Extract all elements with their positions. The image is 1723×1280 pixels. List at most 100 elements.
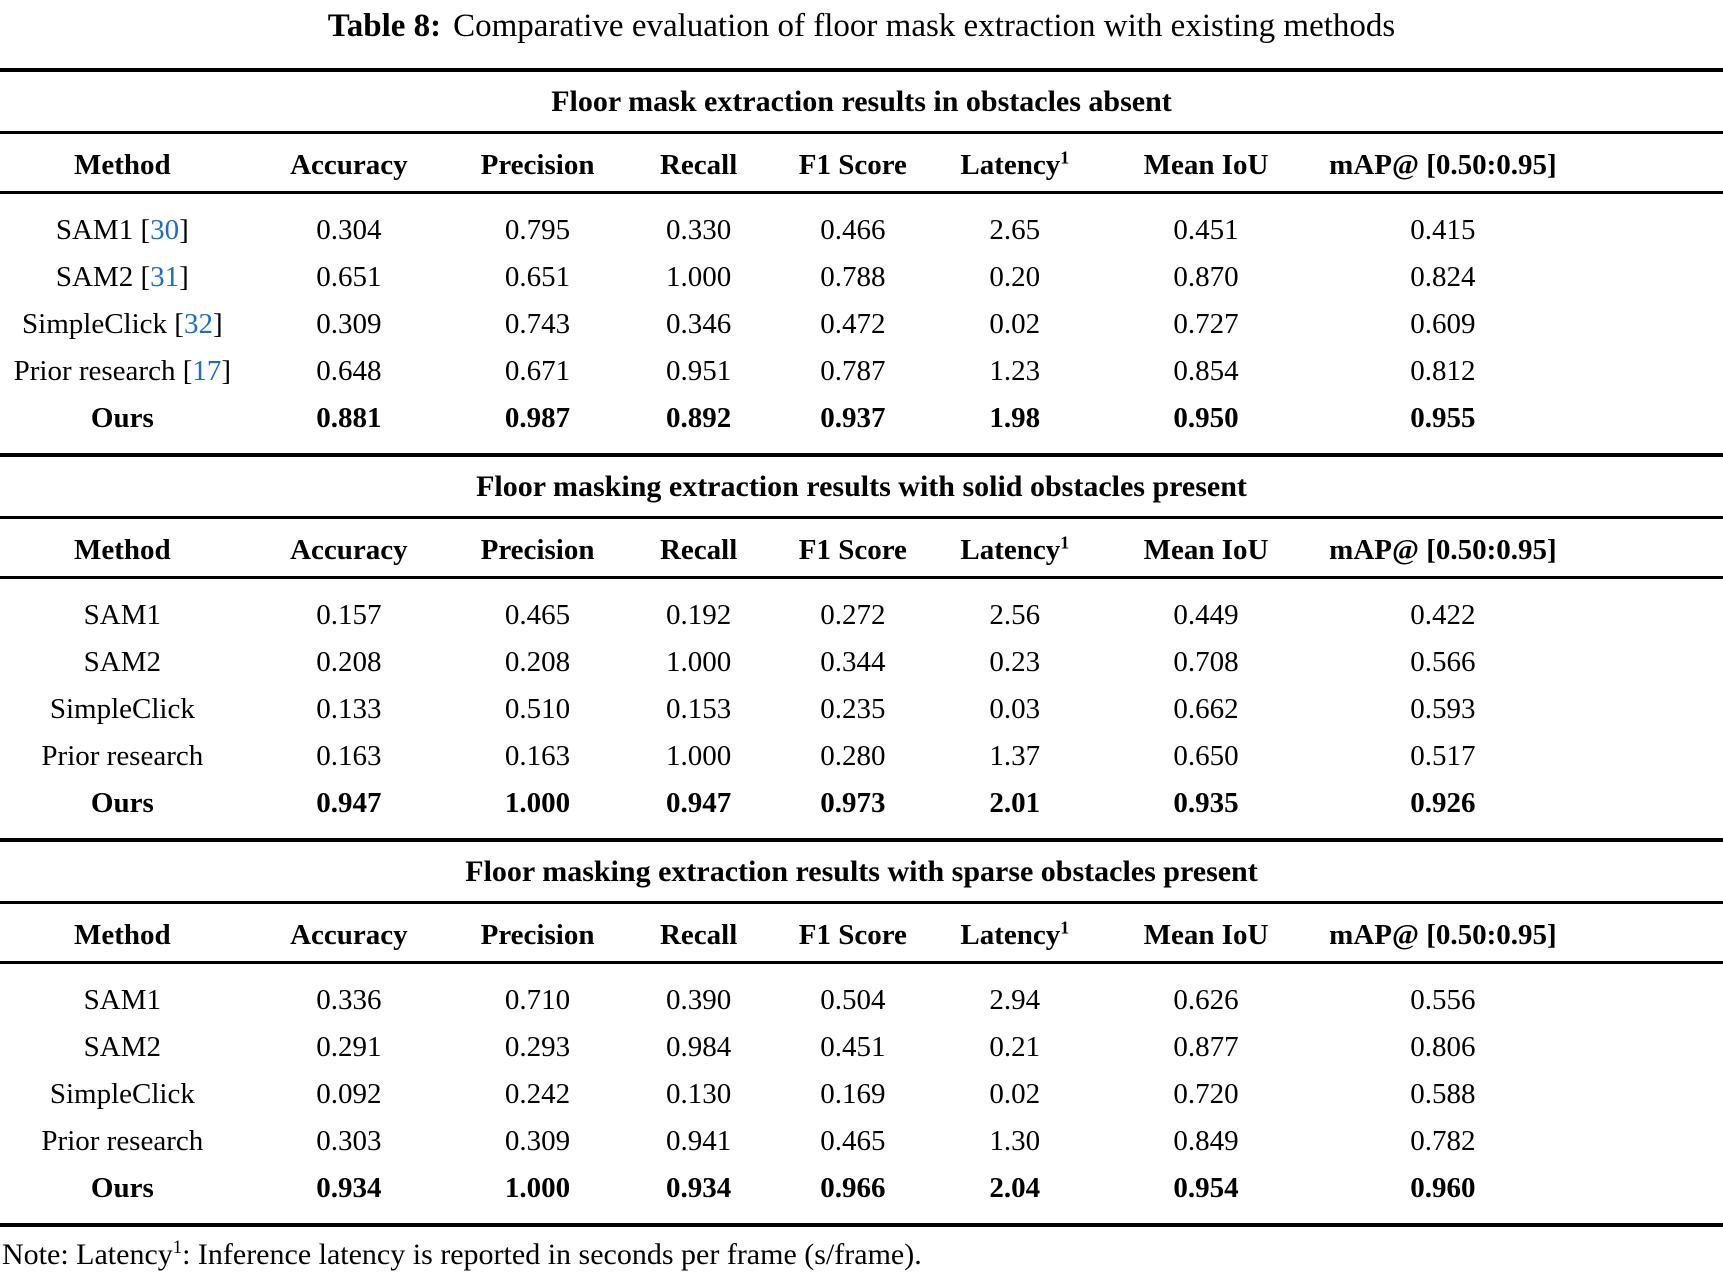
value-cell: 0.934	[666, 1172, 732, 1204]
value-cell: 0.346	[666, 308, 732, 340]
value-cell: 2.94	[989, 984, 1041, 1016]
header-row: Method Accuracy Precision Recall F1 Score Lat…	[0, 134, 1723, 194]
value-cell: 2.65	[989, 214, 1041, 246]
value-cell: 0.609	[1410, 308, 1476, 340]
value-cell: 0.309	[504, 1125, 571, 1157]
column-header-f1-score: F1 Score	[775, 134, 931, 194]
method-cell: SAM2	[0, 639, 245, 686]
header-row: Method Accuracy Precision Recall F1 Score Lat…	[0, 519, 1723, 579]
value-cell: 0.153	[666, 693, 732, 725]
method-name: SAM1	[83, 599, 161, 631]
footnote-text-rest: : Inference latency is reported in secon…	[182, 1238, 922, 1271]
table-row: SimpleClick [32] 0.309 0.743 0.346 0.472 0.02…	[0, 301, 1723, 348]
column-header-accuracy: Accuracy	[244, 904, 454, 964]
column-header-f1-score: F1 Score	[775, 904, 931, 964]
value-cell: 0.588	[1410, 1078, 1476, 1110]
column-header-map-0-50-0-95: mAP@ [0.50:0.95]	[1312, 134, 1723, 194]
value-cell: 0.208	[504, 646, 571, 678]
method-name: SimpleClick	[49, 693, 195, 725]
method-cell: Ours	[0, 780, 245, 838]
method-name: SimpleClick	[22, 308, 168, 340]
value-cell: 0.504	[820, 984, 886, 1016]
table-row-ours: Ours 0.881 0.987 0.892 0.937 1.98 0.950 0.955	[0, 395, 1723, 453]
value-cell: 0.272	[820, 599, 886, 631]
value-cell: 0.169	[820, 1078, 886, 1110]
column-header-map-0-50-0-95: mAP@ [0.50:0.95]	[1312, 904, 1723, 964]
citation-link[interactable]: 30	[150, 214, 180, 246]
table-row-ours: Ours 0.934 1.000 0.934 0.966 2.04 0.954 0.960	[0, 1165, 1723, 1223]
table-caption-text: Comparative evaluation of floor mask ext…	[453, 8, 1396, 44]
value-cell: 0.966	[820, 1172, 886, 1204]
value-cell: 0.788	[820, 261, 886, 293]
value-cell: 0.556	[1410, 984, 1476, 1016]
column-header-mean-iou: Mean IoU	[1099, 134, 1313, 194]
method-cell: SAM2	[0, 1024, 245, 1071]
citation-bracket-open: [	[140, 214, 151, 246]
value-cell: 1.000	[504, 1172, 571, 1204]
table-row: SimpleClick 0.092 0.242 0.130 0.169 0.02 0.720…	[0, 1071, 1723, 1118]
value-cell: 0.163	[316, 740, 382, 772]
value-cell: 0.955	[1410, 402, 1476, 434]
method-name: Ours	[90, 787, 154, 819]
column-header-label: Recall	[659, 919, 738, 951]
value-cell: 0.472	[820, 308, 886, 340]
value-cell: 0.242	[504, 1078, 571, 1110]
value-cell: 0.806	[1410, 1031, 1476, 1063]
column-header-mean-iou: Mean IoU	[1099, 904, 1313, 964]
section-title: Floor mask extraction results in obstacl…	[0, 72, 1723, 134]
footnote-text-prefix: Note: Latency	[2, 1238, 173, 1271]
citation-link[interactable]: 31	[150, 261, 180, 293]
value-cell: 0.650	[1173, 740, 1239, 772]
method-cell: SimpleClick	[0, 1071, 245, 1118]
value-cell: 1.98	[989, 402, 1041, 434]
column-header-label: Accuracy	[290, 919, 408, 951]
column-header-latency: Latency1	[930, 904, 1100, 964]
value-cell: 1.000	[666, 646, 732, 678]
value-cell: 0.960	[1410, 1172, 1476, 1204]
column-header-method: Method	[0, 134, 245, 194]
method-cell: SAM1 [30]	[0, 193, 245, 255]
value-cell: 0.651	[316, 261, 382, 293]
value-cell: 0.390	[666, 984, 732, 1016]
header-row: Method Accuracy Precision Recall F1 Score Lat…	[0, 904, 1723, 964]
value-cell: 0.163	[504, 740, 571, 772]
value-cell: 0.950	[1173, 402, 1239, 434]
method-name: Ours	[90, 1172, 154, 1204]
value-cell: 0.877	[1173, 1031, 1239, 1063]
method-cell: SAM1	[0, 578, 245, 640]
value-cell: 0.133	[316, 693, 382, 725]
section-title: Floor masking extraction results with so…	[0, 457, 1723, 519]
value-cell: 2.01	[989, 787, 1041, 819]
value-cell: 1.000	[504, 787, 571, 819]
table-section-1: Floor mask extraction results in obstacl…	[0, 72, 1723, 453]
value-cell: 0.708	[1173, 646, 1239, 678]
metrics-table: Method Accuracy Precision Recall F1 Score Lat…	[0, 904, 1723, 1223]
value-cell: 0.795	[504, 214, 571, 246]
citation-bracket-close: ]	[179, 214, 189, 246]
citation-link[interactable]: 32	[183, 308, 213, 340]
value-cell: 1.000	[666, 261, 732, 293]
column-header-label: Precision	[480, 534, 595, 566]
table-row: Prior research 0.163 0.163 1.000 0.280 1.37 0.…	[0, 733, 1723, 780]
citation-link[interactable]: 17	[192, 355, 222, 387]
column-header-latency: Latency1	[930, 134, 1100, 194]
method-cell: SimpleClick [32]	[0, 301, 245, 348]
method-cell: SAM2 [31]	[0, 254, 245, 301]
value-cell: 0.926	[1410, 787, 1476, 819]
section-title: Floor masking extraction results with sp…	[0, 842, 1723, 904]
method-cell: Prior research	[0, 733, 245, 780]
value-cell: 0.422	[1410, 599, 1476, 631]
value-cell: 0.787	[820, 355, 886, 387]
value-cell: 0.092	[316, 1078, 382, 1110]
column-header-label: Precision	[480, 919, 595, 951]
value-cell: 0.304	[316, 214, 382, 246]
value-cell: 0.947	[316, 787, 382, 819]
table-caption: Table 8: Comparative evaluation of floor …	[0, 0, 1723, 46]
column-header-label: F1 Score	[798, 919, 907, 951]
value-cell: 0.510	[504, 693, 571, 725]
value-cell: 0.309	[316, 308, 382, 340]
value-cell: 0.02	[989, 1078, 1041, 1110]
column-header-label: Method	[73, 149, 171, 181]
metrics-table: Method Accuracy Precision Recall F1 Score Lat…	[0, 519, 1723, 838]
column-header-recall: Recall	[621, 134, 776, 194]
